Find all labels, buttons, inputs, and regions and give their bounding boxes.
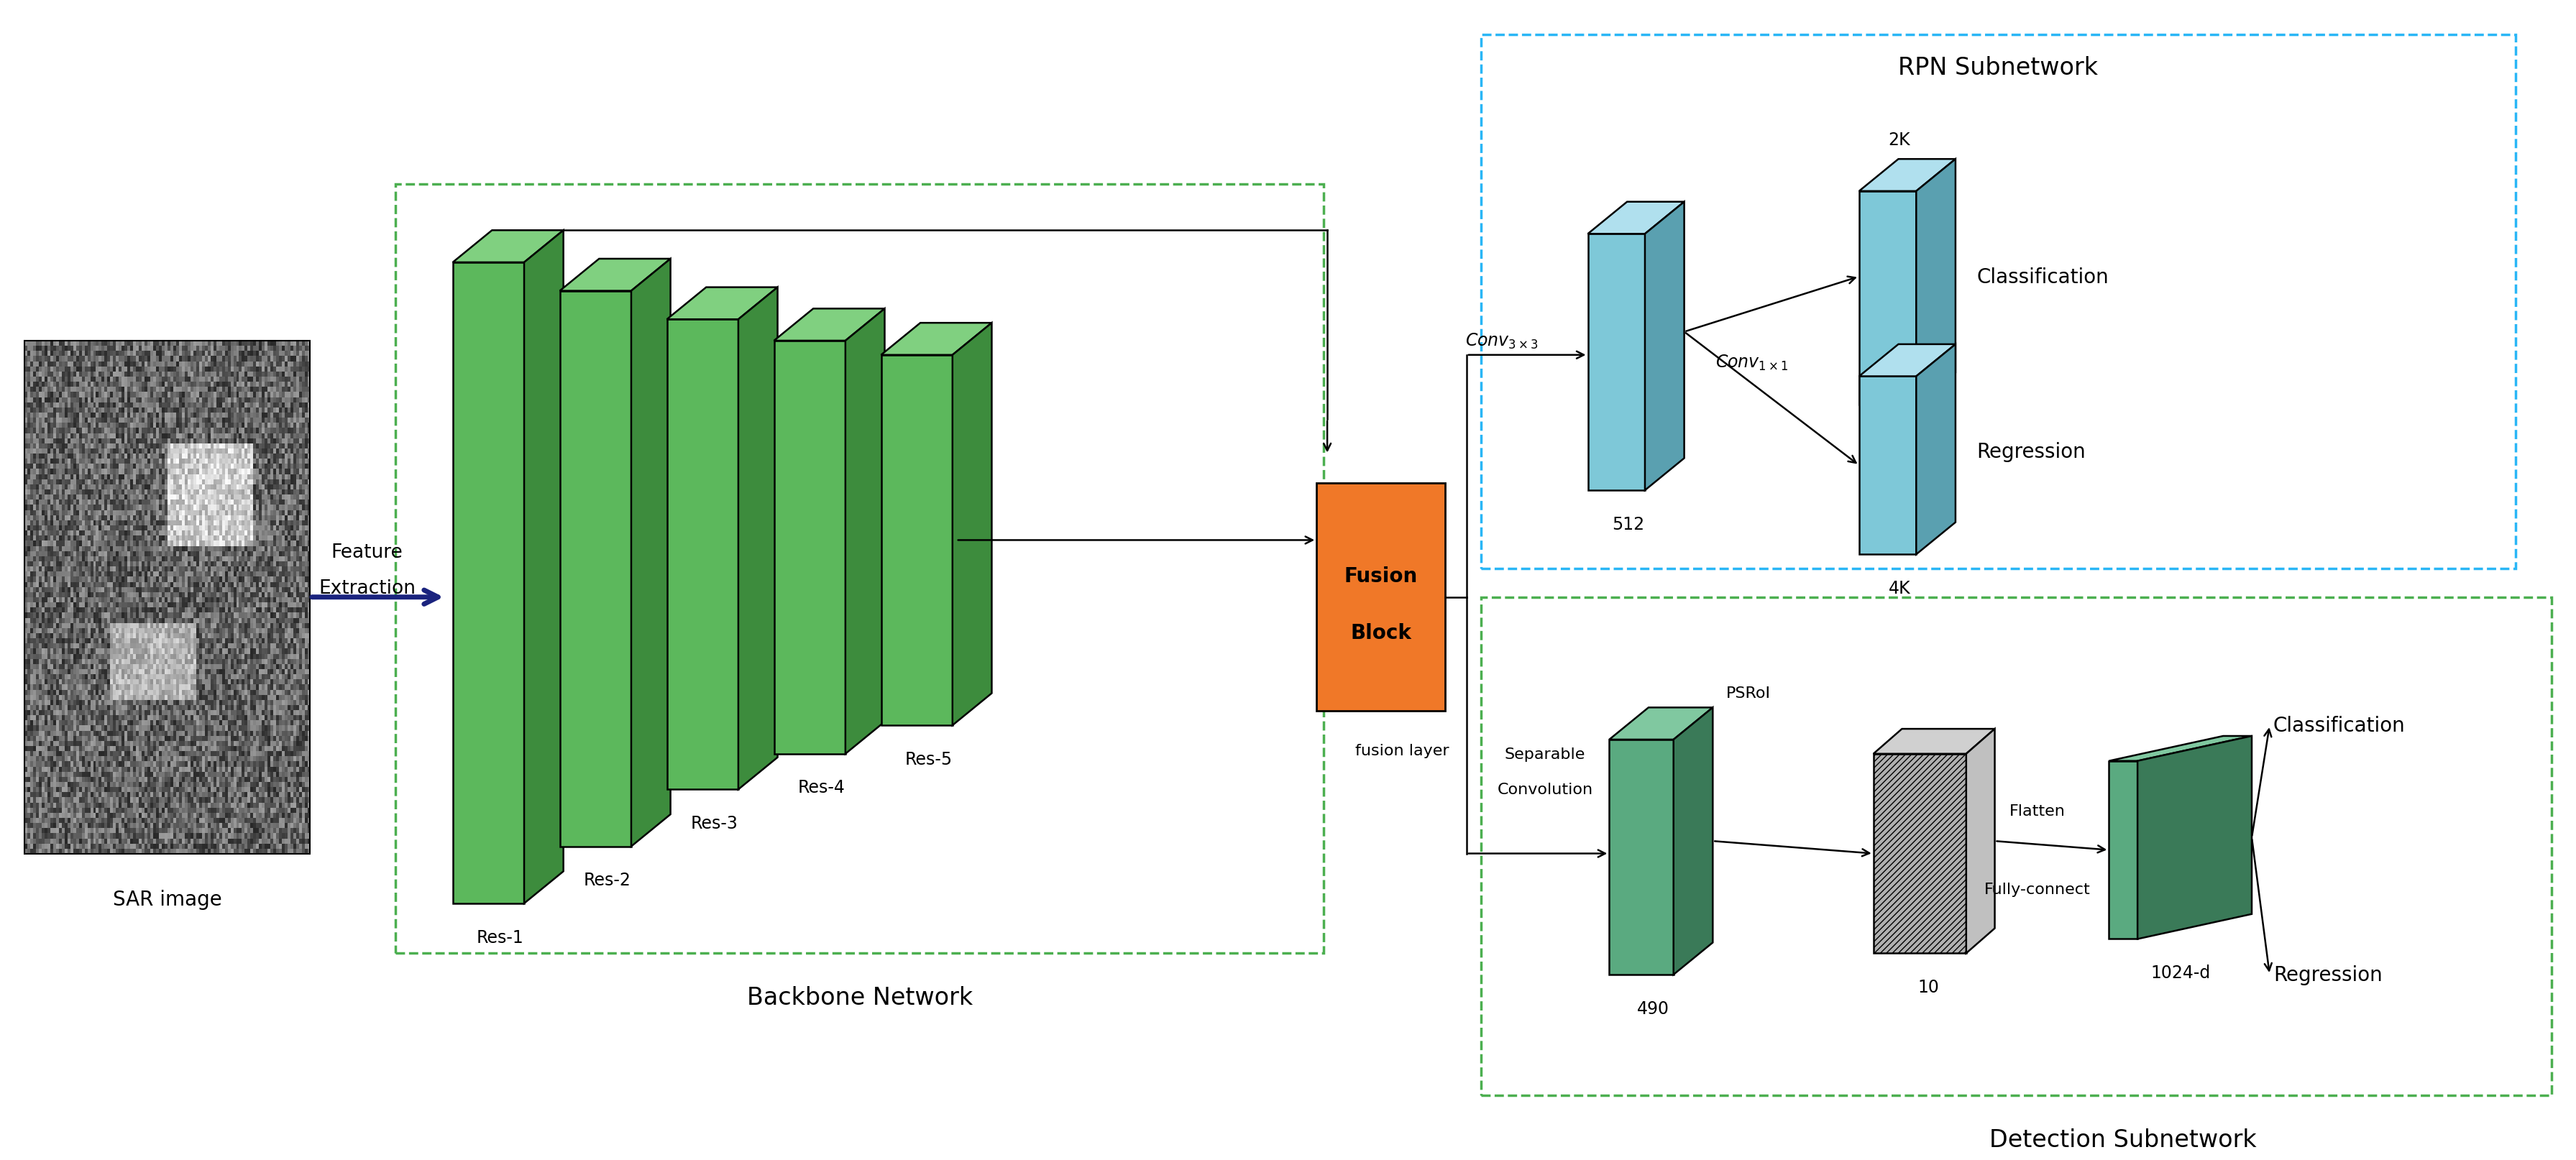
Text: 490: 490 [1636,1000,1669,1017]
Polygon shape [1610,740,1674,974]
Text: 1024-d: 1024-d [2151,964,2210,981]
Text: Flatten: Flatten [2009,804,2066,818]
Bar [1316,484,1445,711]
Text: Backbone Network: Backbone Network [747,985,974,1009]
Text: Regression: Regression [2272,965,2383,985]
Text: Detection Subnetwork: Detection Subnetwork [1989,1128,2257,1152]
Polygon shape [1860,377,1917,554]
Text: Res-3: Res-3 [690,814,739,832]
Polygon shape [1587,202,1685,234]
Polygon shape [631,260,670,847]
Bar [397,184,1324,954]
Polygon shape [845,309,884,754]
Text: Res-4: Res-4 [799,778,845,796]
Polygon shape [453,263,523,904]
Polygon shape [1860,345,1955,377]
Polygon shape [1860,191,1917,405]
Text: Feature: Feature [332,543,402,561]
Polygon shape [773,341,845,754]
Text: fusion layer: fusion layer [1355,744,1450,757]
Text: Regression: Regression [1976,442,2087,462]
Polygon shape [773,309,884,341]
Text: $\mathit{Conv}_{3\times3}$: $\mathit{Conv}_{3\times3}$ [1466,332,1538,350]
Text: 4K: 4K [1888,580,1911,597]
Text: $\mathit{Conv}_{1\times1}$: $\mathit{Conv}_{1\times1}$ [1716,353,1788,372]
Bar [1873,754,1965,954]
Text: 2K: 2K [1888,132,1911,148]
Bar [1481,35,2517,568]
Polygon shape [1873,730,1994,754]
Text: Res-2: Res-2 [585,871,631,889]
Polygon shape [2138,737,2251,940]
Text: SAR image: SAR image [113,890,222,909]
Text: PSRoI: PSRoI [1726,687,1770,701]
Text: Fully-connect: Fully-connect [1984,882,2092,897]
Text: Separable: Separable [1504,747,1584,761]
Polygon shape [1674,708,1713,974]
Polygon shape [559,260,670,291]
Polygon shape [1610,708,1713,740]
Text: Fusion: Fusion [1345,566,1417,586]
Polygon shape [881,355,953,725]
Polygon shape [2110,761,2138,940]
Polygon shape [1646,202,1685,491]
Text: Classification: Classification [1976,267,2110,288]
Polygon shape [1587,234,1646,491]
Polygon shape [523,231,564,904]
Polygon shape [1965,730,1994,954]
Text: Extraction: Extraction [319,579,415,597]
Text: Res-5: Res-5 [904,751,953,768]
Polygon shape [1917,160,1955,405]
Text: Res-1: Res-1 [477,928,523,945]
Polygon shape [2110,737,2251,761]
Bar [23,341,309,854]
Polygon shape [953,324,992,725]
Bar [1481,597,2553,1096]
Text: RPN Subnetwork: RPN Subnetwork [1899,57,2099,80]
Text: 512: 512 [1613,515,1643,532]
Text: Block: Block [1350,623,1412,643]
Polygon shape [1917,345,1955,554]
Text: Convolution: Convolution [1497,782,1592,797]
Polygon shape [881,324,992,355]
Text: 10: 10 [1917,978,1940,995]
Polygon shape [667,320,739,790]
Polygon shape [453,231,564,263]
Polygon shape [667,288,778,320]
Polygon shape [739,288,778,790]
Polygon shape [1860,160,1955,191]
Polygon shape [559,291,631,847]
Text: Classification: Classification [2272,716,2406,735]
